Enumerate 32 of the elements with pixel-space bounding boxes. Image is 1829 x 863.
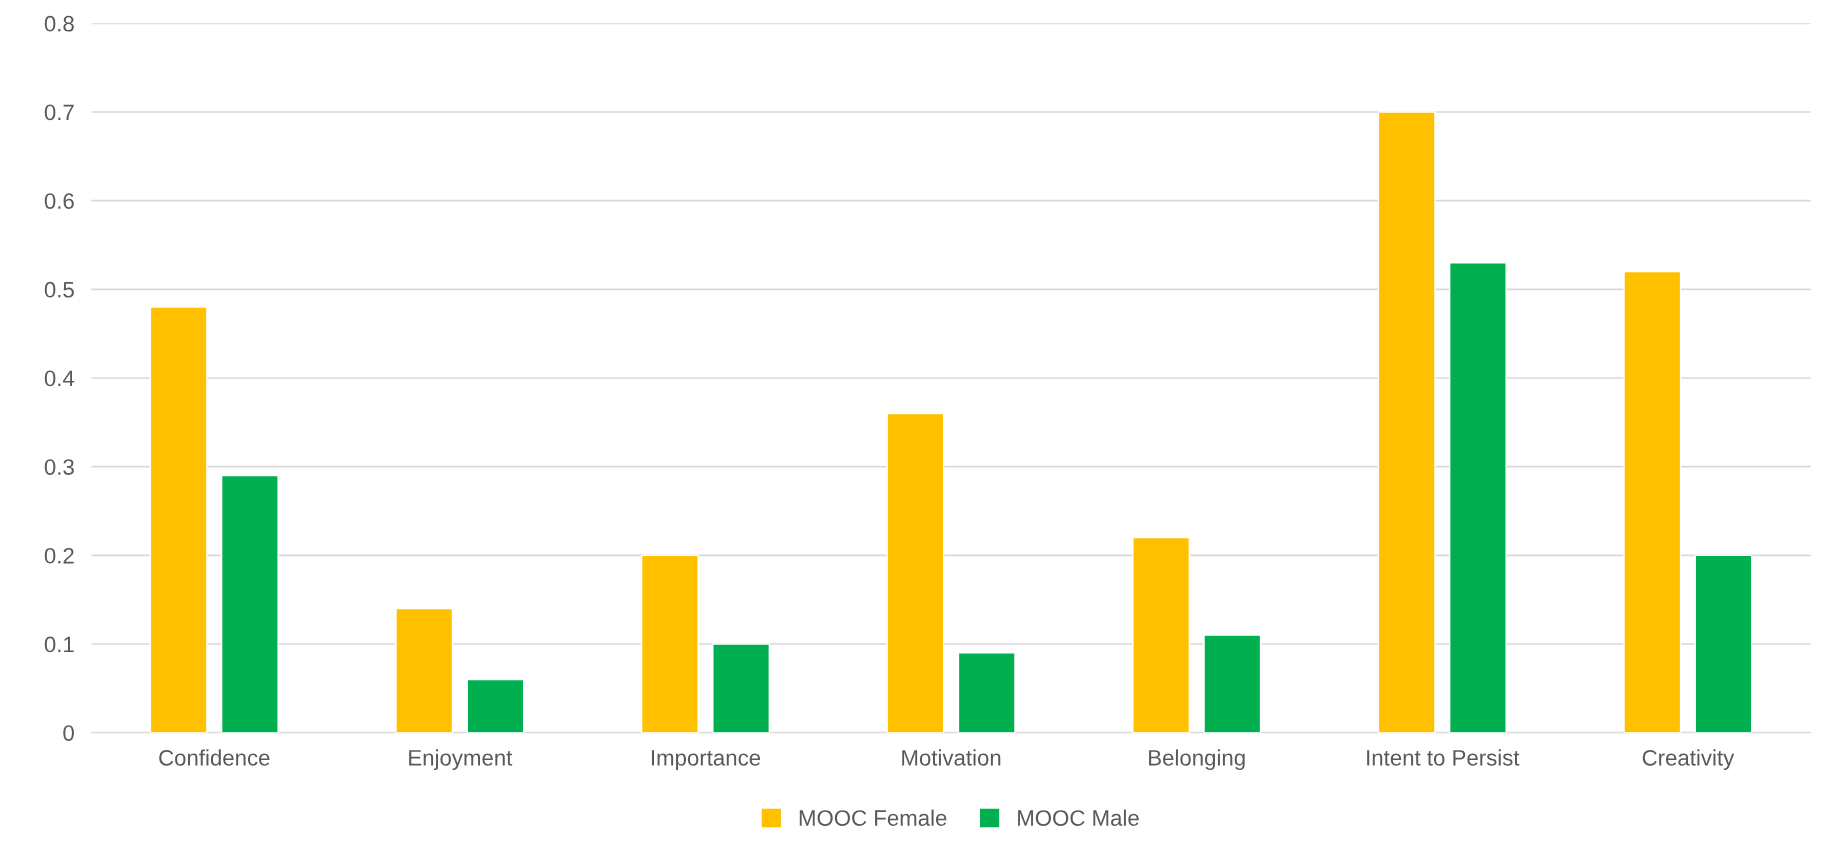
bar: [149, 306, 208, 733]
y-tick-label: 0: [63, 725, 74, 741]
y-tick-label: 0.4: [44, 370, 75, 387]
bar: [1448, 262, 1507, 733]
bar: [1203, 634, 1262, 733]
y-tick-label: 0.6: [44, 193, 74, 209]
bar: [1132, 536, 1191, 733]
bar: [1377, 111, 1436, 733]
legend-label: MOOC Male: [1018, 809, 1139, 826]
y-tick-label: 0.5: [44, 281, 74, 298]
y-tick-label: 0.3: [44, 459, 74, 475]
bar: [220, 474, 279, 733]
bar: [712, 643, 771, 733]
bar: [1694, 554, 1753, 733]
x-tick-label: Belonging: [1149, 749, 1245, 771]
y-tick-label: 0.7: [44, 104, 74, 121]
bar: [395, 607, 454, 733]
x-tick-label: Creativity: [1642, 749, 1735, 771]
y-tick-label: 0.2: [44, 547, 74, 564]
x-tick-label: Enjoyment: [409, 749, 513, 771]
bar: [957, 652, 1016, 733]
bar: [1623, 270, 1682, 733]
bar: [640, 554, 699, 733]
bar: [466, 678, 525, 733]
bar: [886, 412, 945, 733]
x-tick-label: Intent to Persist: [1367, 749, 1520, 766]
y-tick-label: 0.8: [44, 15, 74, 32]
x-tick-label: Motivation: [902, 749, 1001, 766]
x-tick-label: Importance: [651, 750, 761, 771]
legend-label: MOOC Female: [799, 809, 947, 826]
x-tick-label: Confidence: [159, 749, 270, 766]
y-tick-label: 0.1: [44, 636, 74, 653]
